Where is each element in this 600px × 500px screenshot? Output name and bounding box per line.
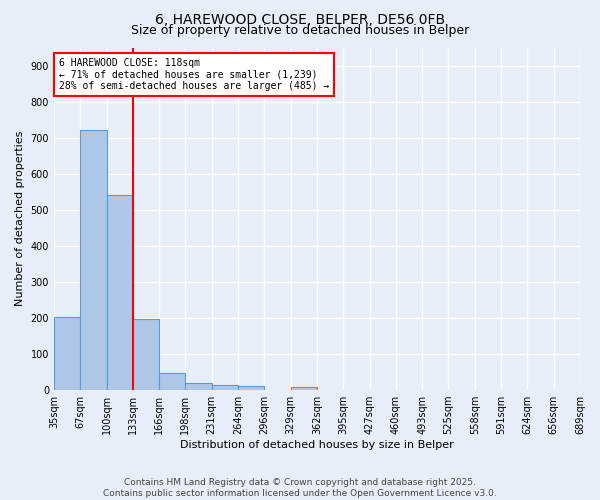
Bar: [107, 196, 133, 390]
Bar: [290, 387, 317, 390]
Bar: [133, 319, 159, 390]
Bar: [212, 385, 238, 390]
Text: 6, HAREWOOD CLOSE, BELPER, DE56 0FB: 6, HAREWOOD CLOSE, BELPER, DE56 0FB: [155, 12, 445, 26]
Text: 6 HAREWOOD CLOSE: 118sqm
← 71% of detached houses are smaller (1,239)
28% of sem: 6 HAREWOOD CLOSE: 118sqm ← 71% of detach…: [59, 58, 329, 91]
Bar: [159, 373, 185, 390]
Bar: [185, 383, 212, 390]
Bar: [80, 130, 107, 390]
Y-axis label: Number of detached properties: Number of detached properties: [15, 131, 25, 306]
Text: Contains HM Land Registry data © Crown copyright and database right 2025.
Contai: Contains HM Land Registry data © Crown c…: [103, 478, 497, 498]
Text: Size of property relative to detached houses in Belper: Size of property relative to detached ho…: [131, 24, 469, 37]
Bar: [54, 316, 80, 390]
X-axis label: Distribution of detached houses by size in Belper: Distribution of detached houses by size …: [180, 440, 454, 450]
Bar: [238, 386, 265, 390]
